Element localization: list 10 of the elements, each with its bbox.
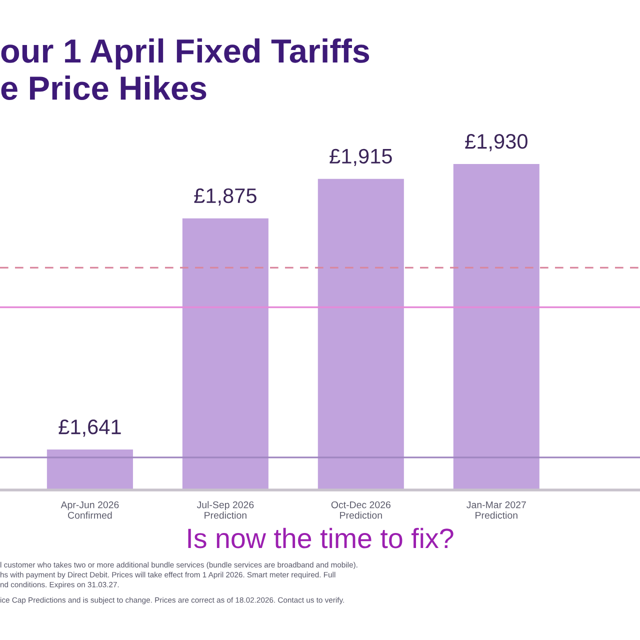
- data-label: £1,641: [58, 420, 121, 437]
- chart-title: our 1 April Fixed Tariffs e Price Hikes: [1, 38, 370, 100]
- data-label: £1,915: [330, 148, 392, 166]
- text: Is now the time to fix?: [188, 528, 454, 548]
- x-tick-label: Jan-Mar 2027 Prediction: [466, 501, 526, 519]
- x-tick-label: Apr-Jun 2026 Confirmed: [60, 501, 119, 519]
- x-tick-label: Jul-Sep 2026 Prediction: [196, 501, 254, 519]
- x-tick-label: Oct-Dec 2026 Prediction: [331, 501, 390, 519]
- data-label: £1,930: [465, 134, 528, 152]
- data-label: £1,875: [194, 188, 256, 206]
